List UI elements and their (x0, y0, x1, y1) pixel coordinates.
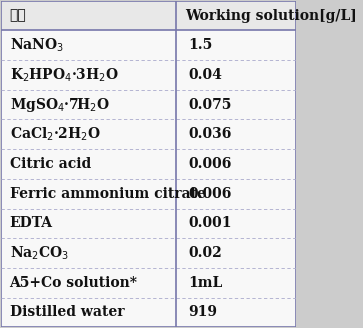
Bar (1, 119, 296, 149)
Text: 0.036: 0.036 (188, 127, 232, 141)
Bar (1, 238, 296, 268)
Text: 0.04: 0.04 (188, 68, 222, 82)
Text: 0.001: 0.001 (188, 216, 232, 230)
Text: Na$_2$CO$_3$: Na$_2$CO$_3$ (9, 244, 69, 262)
Text: 0.006: 0.006 (188, 157, 232, 171)
Bar (1, 149, 296, 179)
Text: MgSO$_4$·7H$_2$O: MgSO$_4$·7H$_2$O (9, 96, 110, 113)
Bar (1, 60, 296, 90)
Bar (1, 209, 296, 238)
Bar (1, 31, 296, 60)
Bar (1, 268, 296, 297)
Bar (1, 90, 296, 119)
Text: 0.02: 0.02 (188, 246, 222, 260)
Text: 0.075: 0.075 (188, 98, 232, 112)
Text: 0.006: 0.006 (188, 187, 232, 201)
Bar (1, 179, 296, 209)
Text: 919: 919 (188, 305, 217, 319)
Text: Distilled water: Distilled water (9, 305, 124, 319)
Bar (1, 1, 296, 31)
Text: NaNO$_3$: NaNO$_3$ (9, 36, 64, 54)
Text: K$_2$HPO$_4$·3H$_2$O: K$_2$HPO$_4$·3H$_2$O (9, 66, 118, 84)
Text: Citric acid: Citric acid (9, 157, 91, 171)
Text: 成分: 成分 (9, 9, 26, 23)
Text: A5+Co solution*: A5+Co solution* (9, 276, 138, 290)
Text: Ferric ammonium citrate: Ferric ammonium citrate (9, 187, 205, 201)
Text: EDTA: EDTA (9, 216, 53, 230)
Text: 1mL: 1mL (188, 276, 223, 290)
Bar (1, 297, 296, 327)
Text: CaCl$_2$·2H$_2$O: CaCl$_2$·2H$_2$O (9, 126, 101, 143)
Text: Working solution[g/L]: Working solution[g/L] (185, 9, 357, 23)
Text: 1.5: 1.5 (188, 38, 212, 52)
